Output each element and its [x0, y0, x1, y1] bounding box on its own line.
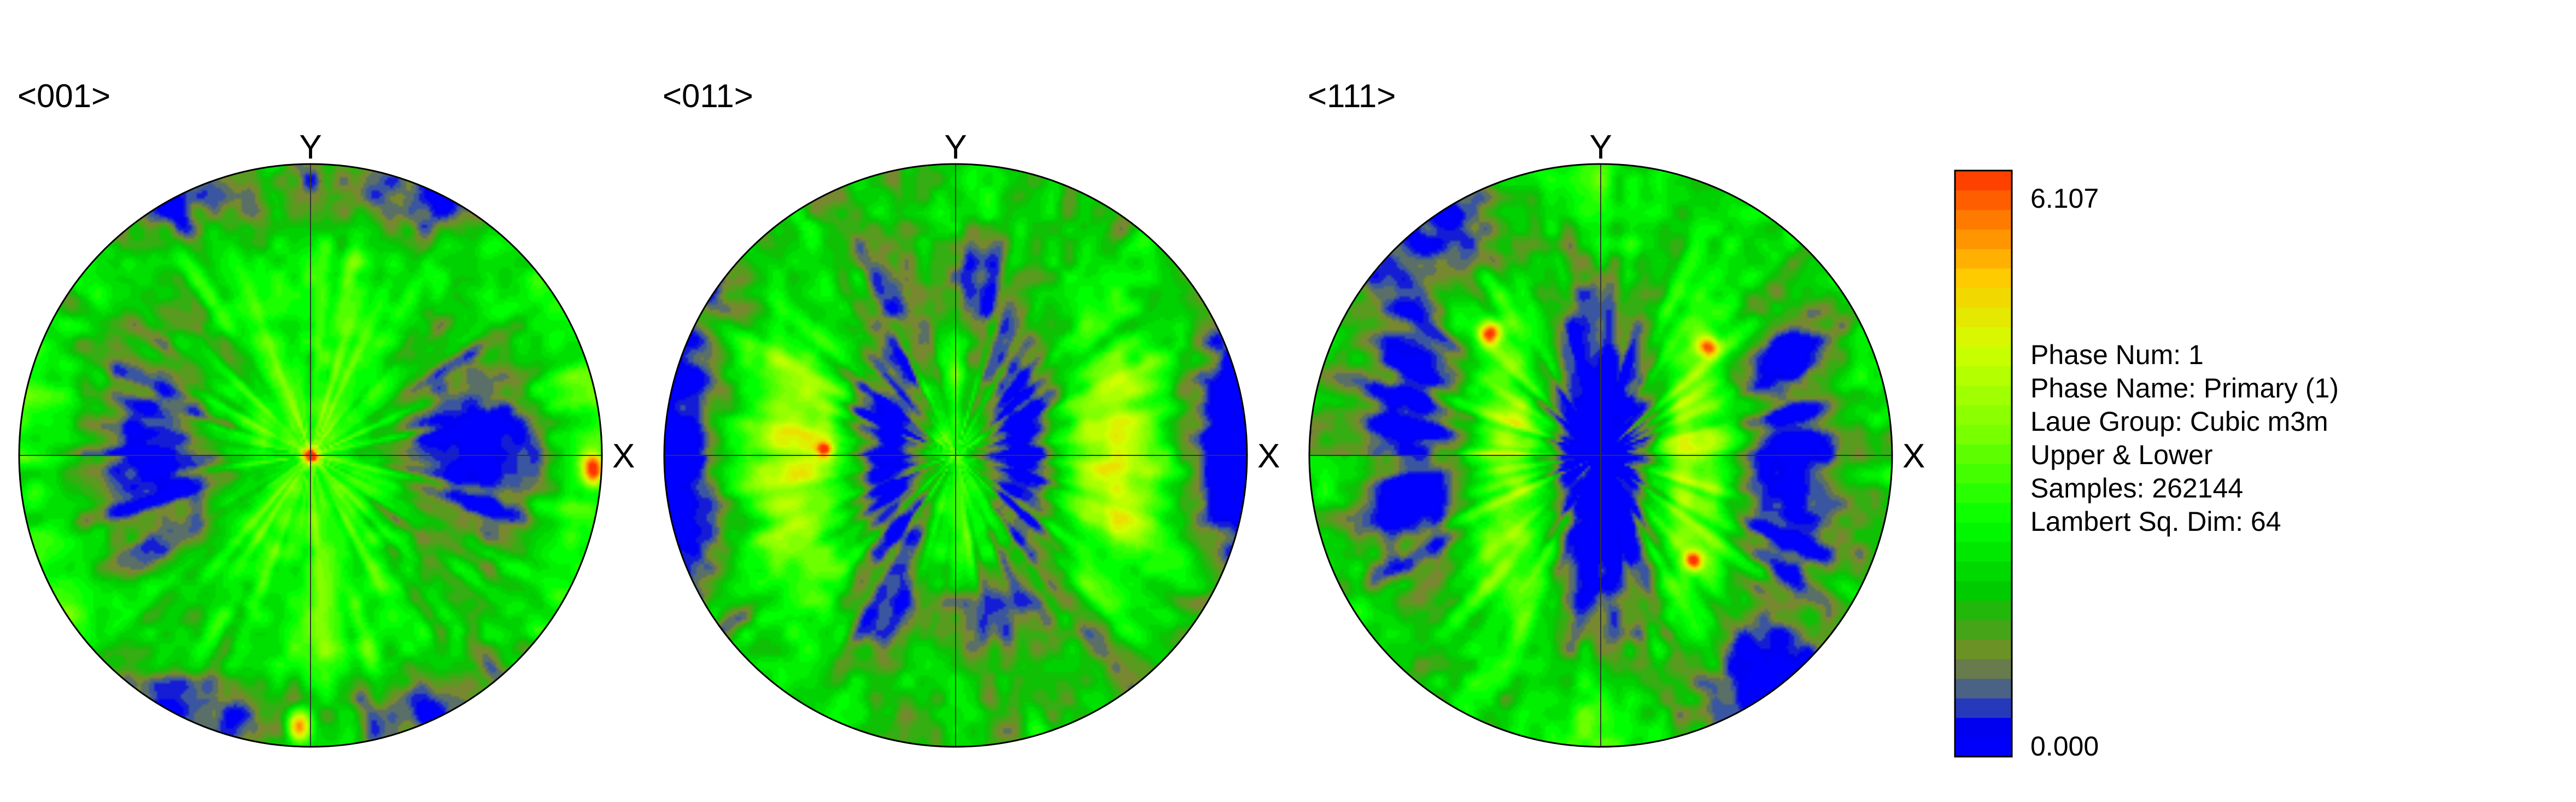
colorbar-level	[1955, 171, 2012, 191]
pole-figure-plot	[18, 163, 603, 748]
colorbar-level	[1955, 405, 2012, 425]
colorbar-level	[1955, 717, 2012, 737]
pole-figure-title: <111>	[1308, 78, 1396, 114]
phase-info: Phase Num: 1 Phase Name: Primary (1) Lau…	[2030, 339, 2339, 537]
colorbar-level	[1955, 561, 2012, 581]
colorbar-level	[1955, 209, 2012, 230]
x-axis-label: X	[612, 437, 635, 475]
pole-figure-plot	[1308, 163, 1893, 748]
colorbar-gradient	[1955, 171, 2012, 757]
info-line: Upper & Lower	[2030, 440, 2213, 470]
colorbar-level	[1955, 190, 2012, 210]
y-axis-label: Y	[299, 128, 321, 166]
colorbar-level	[1955, 659, 2012, 679]
colorbar-level	[1955, 522, 2012, 542]
colorbar-level	[1955, 502, 2012, 523]
colorbar-level	[1955, 600, 2012, 620]
colorbar-level	[1955, 464, 2012, 484]
pole-figure-title: <011>	[663, 78, 753, 114]
colorbar-level	[1955, 581, 2012, 601]
colorbar-level	[1955, 366, 2012, 386]
info-line: Phase Name: Primary (1)	[2030, 373, 2339, 403]
pole-figure-plot	[663, 163, 1248, 748]
colorbar-level	[1955, 639, 2012, 659]
colorbar-level	[1955, 307, 2012, 327]
colorbar-level	[1955, 737, 2012, 757]
colorbar-level	[1955, 229, 2012, 249]
info-line: Phase Num: 1	[2030, 339, 2204, 370]
pole-figure-011: <011> Y X	[663, 78, 1280, 748]
colorbar: 6.107 0.000	[1954, 169, 2099, 762]
colorbar-level	[1955, 483, 2012, 504]
colorbar-level	[1955, 698, 2012, 718]
colorbar-level	[1955, 326, 2012, 347]
colorbar-level	[1955, 444, 2012, 464]
pole-figure-001: <001> Y X	[17, 78, 635, 748]
colorbar-level	[1955, 385, 2012, 406]
pole-figure-title: <001>	[17, 78, 110, 114]
colorbar-level	[1955, 541, 2012, 562]
pole-figure-boundary	[1308, 163, 1893, 748]
x-axis-label: X	[1257, 437, 1280, 475]
info-line: Samples: 262144	[2030, 473, 2243, 504]
y-axis-label: Y	[944, 128, 967, 166]
pole-figure-111: <111> Y X	[1308, 78, 1925, 748]
colorbar-level	[1955, 678, 2012, 699]
info-line: Laue Group: Cubic m3m	[2030, 406, 2328, 437]
colorbar-level	[1955, 288, 2012, 308]
x-axis-label: X	[1902, 437, 1925, 475]
colorbar-level	[1955, 268, 2012, 288]
colorbar-level	[1955, 248, 2012, 269]
colorbar-max-label: 6.107	[2030, 183, 2099, 214]
pole-figure-boundary	[663, 163, 1248, 748]
colorbar-level	[1955, 424, 2012, 444]
colorbar-level	[1955, 346, 2012, 366]
colorbar-min-label: 0.000	[2030, 731, 2099, 762]
pole-figure-boundary	[18, 163, 603, 748]
colorbar-level	[1955, 619, 2012, 640]
info-line: Lambert Sq. Dim: 64	[2030, 506, 2281, 537]
y-axis-label: Y	[1589, 128, 1612, 166]
